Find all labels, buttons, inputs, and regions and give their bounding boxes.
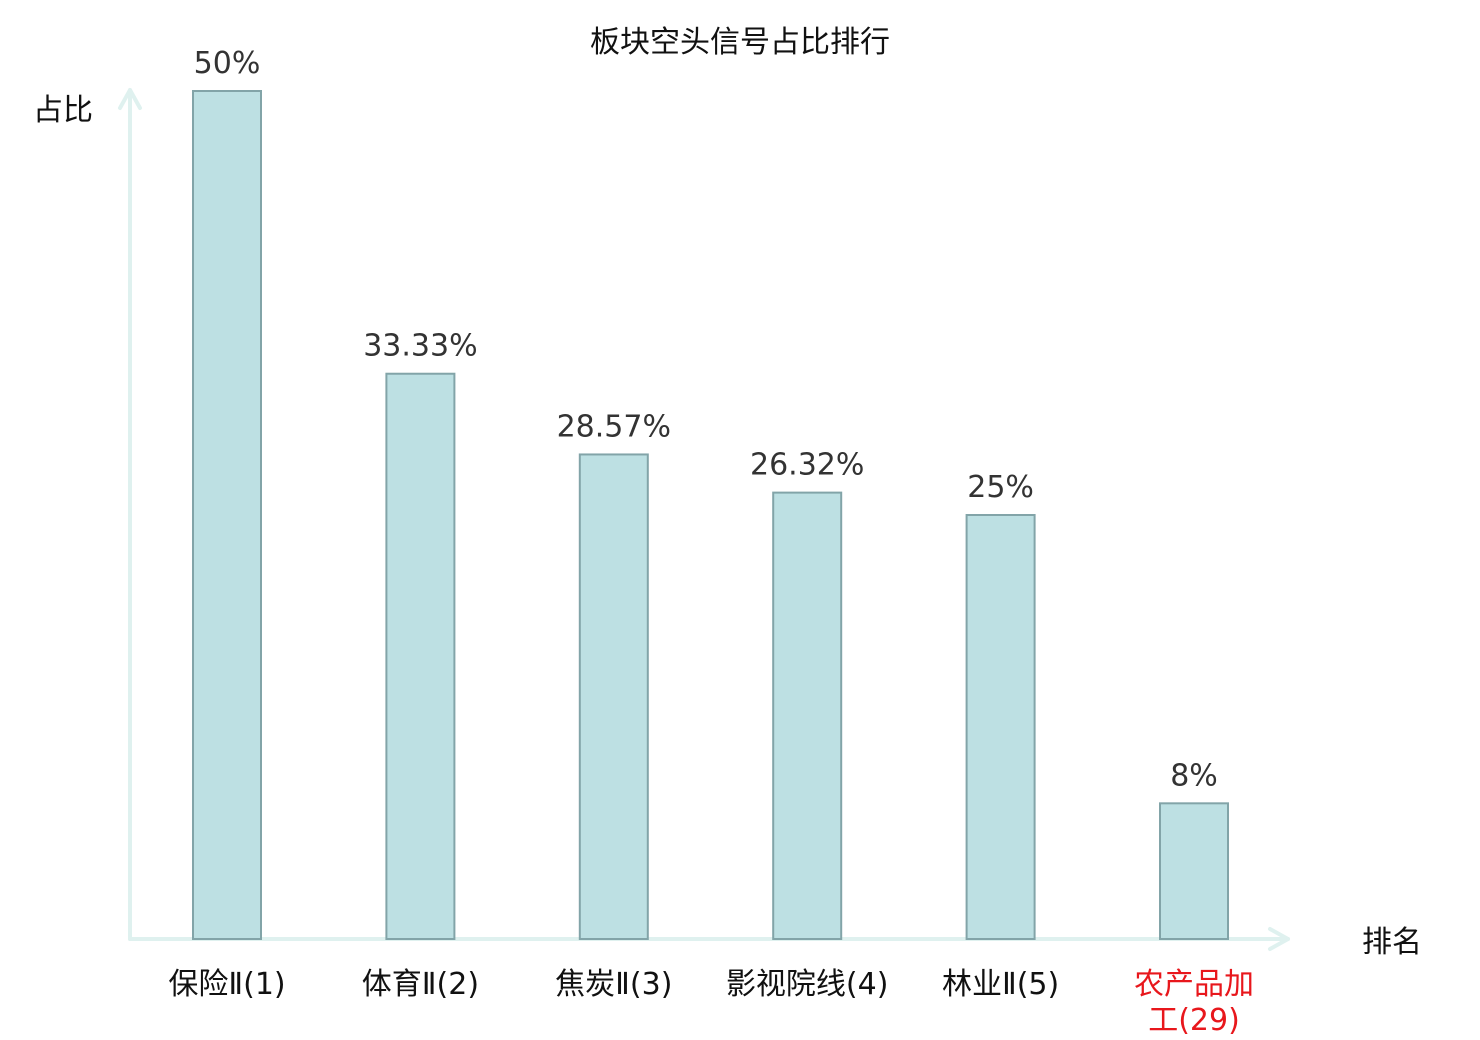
- category-labels: 保险Ⅱ(1) 体育Ⅱ(2) 焦炭Ⅱ(3) 影视院线(4) 林业Ⅱ(5) 农产品加工(29): [168, 967, 1254, 1038]
- data-label: 50%: [194, 46, 261, 81]
- x-tick-label: 保险Ⅱ(1): [168, 967, 285, 1002]
- bar: [1159, 802, 1229, 940]
- value-labels: 50% 33.33% 28.57% 26.32% 25% 8%: [194, 46, 1218, 793]
- x-tick-label-line: 林业Ⅱ(5): [942, 967, 1059, 1002]
- data-label: 25%: [967, 470, 1034, 505]
- x-tick-label-line: 影视院线(4): [726, 967, 889, 1002]
- x-axis-title: 排名: [1362, 925, 1422, 960]
- bar: [385, 372, 456, 940]
- data-label: 28.57%: [557, 409, 671, 444]
- axes: [118, 88, 1290, 951]
- y-axis-arrow: [118, 88, 142, 110]
- x-axis-arrow: [1268, 927, 1290, 951]
- chart-title: 板块空头信号占比排行: [590, 25, 890, 60]
- x-tick-label: 焦炭Ⅱ(3): [555, 967, 672, 1002]
- x-tick-label-line: 农产品加: [1134, 967, 1254, 1002]
- data-label: 26.32%: [750, 448, 864, 483]
- bar: [192, 90, 262, 940]
- bar: [772, 491, 843, 940]
- x-tick-label-line: 焦炭Ⅱ(3): [555, 967, 672, 1002]
- bar: [965, 514, 1036, 940]
- x-tick-label: 影视院线(4): [726, 967, 889, 1002]
- data-label: 33.33%: [363, 329, 477, 364]
- x-tick-label: 林业Ⅱ(5): [942, 967, 1059, 1002]
- x-tick-label-line: 体育Ⅱ(2): [362, 967, 479, 1002]
- x-tick-label-line: 保险Ⅱ(1): [168, 967, 285, 1002]
- x-tick-label: 农产品加工(29): [1134, 967, 1254, 1038]
- data-label: 8%: [1170, 758, 1218, 793]
- bars: [192, 90, 1229, 940]
- y-axis-title: 占比: [33, 93, 93, 128]
- x-tick-label: 体育Ⅱ(2): [362, 967, 479, 1002]
- x-tick-label-line: 工(29): [1148, 1003, 1240, 1038]
- bar: [578, 453, 649, 940]
